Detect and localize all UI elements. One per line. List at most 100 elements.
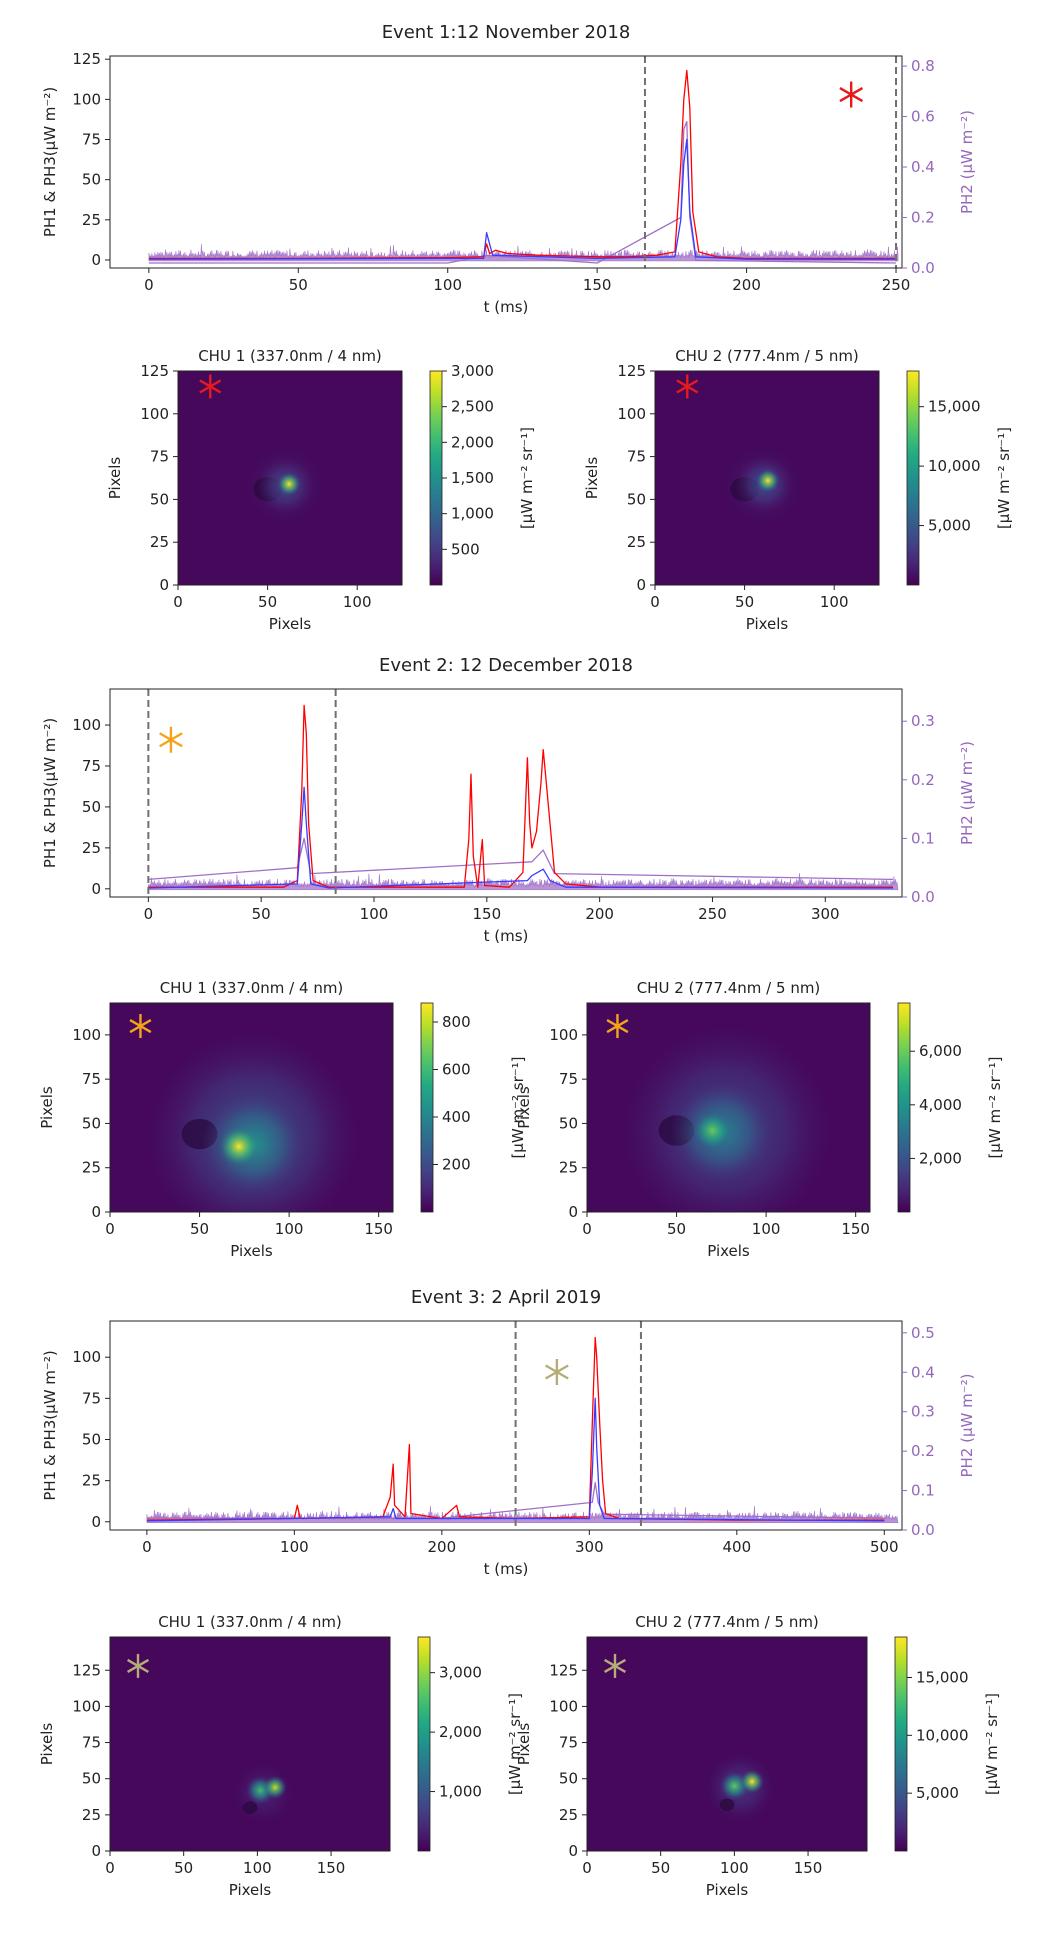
y-tick-label: 0 bbox=[91, 1203, 101, 1221]
y-tick-label: 125 bbox=[549, 1661, 578, 1679]
x-tick-label: 0 bbox=[650, 593, 660, 611]
plot-frame bbox=[177, 370, 403, 586]
colorbar-tick-label: 2,500 bbox=[451, 398, 494, 416]
y-axis-label: Pixels bbox=[38, 1723, 56, 1766]
plot-frame bbox=[109, 1002, 394, 1213]
colorbar-label: [μW m⁻² sr⁻¹] bbox=[518, 427, 536, 529]
x-tick-label: 50 bbox=[252, 905, 271, 923]
x-tick-label: 50 bbox=[289, 276, 308, 294]
y-tick-label: 50 bbox=[82, 1770, 101, 1788]
heatmap-4: CHU 1 (337.0nm / 4 nm) 0 50 100 150 Pixels 0 25… bbox=[38, 979, 527, 1260]
y-axis-label: Pixels bbox=[38, 1086, 56, 1129]
heatmap-image bbox=[178, 371, 402, 585]
y-tick-label: 50 bbox=[559, 1114, 578, 1132]
y-tick-label: 50 bbox=[82, 171, 101, 189]
colorbar bbox=[420, 1002, 434, 1213]
y2-tick-label: 0.4 bbox=[911, 158, 935, 176]
colorbar bbox=[906, 370, 920, 586]
colorbar-tick-label: 3,000 bbox=[451, 362, 494, 380]
colorbar-tick-label: 10,000 bbox=[916, 1726, 969, 1744]
colorbar-tick-label: 5,000 bbox=[916, 1784, 959, 1802]
x-tick-label: 50 bbox=[174, 1859, 193, 1877]
marker-stroke bbox=[199, 379, 222, 394]
marker-stroke bbox=[127, 1658, 149, 1673]
colorbar-label: [μW m⁻² sr⁻¹] bbox=[986, 1056, 1004, 1158]
x-tick-label: 50 bbox=[735, 593, 754, 611]
heatmap-title: CHU 1 (337.0nm / 4 nm) bbox=[158, 1613, 342, 1631]
x-axis-label: Pixels bbox=[707, 1242, 750, 1260]
y2-tick-label: 0.3 bbox=[911, 712, 935, 730]
y-tick-label: 25 bbox=[559, 1159, 578, 1177]
series-ph2-line bbox=[148, 837, 894, 881]
y-tick-label: 50 bbox=[559, 1770, 578, 1788]
plot-frame bbox=[109, 1636, 391, 1852]
x-tick-label: 0 bbox=[144, 905, 154, 923]
marker-stroke bbox=[839, 87, 864, 103]
y-tick-label: 0 bbox=[91, 1513, 101, 1531]
heatmap-image bbox=[655, 371, 879, 585]
series-ph3-line bbox=[146, 1397, 885, 1522]
colorbar-tick-label: 3,000 bbox=[439, 1664, 482, 1682]
event-marker-asterisk bbox=[199, 374, 222, 399]
event-marker-asterisk bbox=[545, 1359, 569, 1386]
y-tick-label: 100 bbox=[72, 90, 101, 108]
x-axis-label: Pixels bbox=[746, 615, 789, 633]
marker-stroke bbox=[606, 1018, 629, 1034]
y-tick-label: 75 bbox=[559, 1070, 578, 1088]
heatmap-title: CHU 2 (777.4nm / 5 nm) bbox=[637, 979, 821, 997]
heatmap-hotspot bbox=[692, 1110, 733, 1151]
y2-tick-label: 0.3 bbox=[911, 1403, 935, 1421]
colorbar-tick-label: 4,000 bbox=[919, 1096, 962, 1114]
y-tick-label: 50 bbox=[627, 490, 646, 508]
x-tick-label: 50 bbox=[651, 1859, 670, 1877]
heatmap-hotspot bbox=[277, 472, 301, 496]
plot-frame bbox=[109, 55, 903, 269]
plot-frame bbox=[586, 1002, 871, 1213]
heatmap-title: CHU 1 (337.0nm / 4 nm) bbox=[160, 979, 344, 997]
series-ph1-line bbox=[148, 704, 893, 888]
x-tick-label: 100 bbox=[720, 1859, 749, 1877]
x-tick-label: 100 bbox=[433, 276, 462, 294]
y-tick-label: 75 bbox=[559, 1734, 578, 1752]
colorbar-tick-label: 5,000 bbox=[928, 517, 971, 535]
x-tick-label: 0 bbox=[105, 1859, 115, 1877]
y-tick-label: 0 bbox=[91, 1842, 101, 1860]
y2-axis-label: PH2 (μW m⁻²) bbox=[958, 1373, 976, 1477]
y-tick-label: 75 bbox=[82, 131, 101, 149]
y-tick-label: 25 bbox=[82, 211, 101, 229]
y-tick-label: 125 bbox=[140, 362, 169, 380]
heatmap-5: CHU 2 (777.4nm / 5 nm) 0 50 100 150 Pixels 0 25… bbox=[515, 979, 1004, 1260]
y-axis-label: PH1 & PH3(μW m⁻²) bbox=[41, 1350, 59, 1500]
x-axis-label: Pixels bbox=[230, 1242, 273, 1260]
colorbar-tick-label: 800 bbox=[442, 1013, 471, 1031]
colorbar-tick-label: 500 bbox=[451, 540, 480, 558]
heatmap-image bbox=[110, 1637, 390, 1851]
x-tick-label: 400 bbox=[722, 1538, 751, 1556]
y-tick-label: 0 bbox=[91, 251, 101, 269]
colorbar-tick-label: 200 bbox=[442, 1156, 471, 1174]
y-tick-label: 100 bbox=[617, 405, 646, 423]
y-tick-label: 25 bbox=[82, 1159, 101, 1177]
chart-title: Event 3: 2 April 2019 bbox=[411, 1287, 601, 1308]
colorbar bbox=[429, 370, 443, 586]
y-tick-label: 100 bbox=[549, 1026, 578, 1044]
x-tick-label: 200 bbox=[585, 905, 614, 923]
y-axis-label: Pixels bbox=[583, 457, 601, 500]
colorbar-tick-label: 15,000 bbox=[928, 398, 981, 416]
y2-tick-label: 0.0 bbox=[911, 1521, 935, 1539]
y-tick-label: 75 bbox=[82, 757, 101, 775]
y2-tick-label: 0.8 bbox=[911, 57, 935, 75]
marker-stroke bbox=[129, 1018, 152, 1034]
heatmap-shadow bbox=[719, 1798, 735, 1811]
heatmap-shadow bbox=[242, 1801, 258, 1814]
y-tick-label: 100 bbox=[72, 1697, 101, 1715]
colorbar-tick-label: 1,500 bbox=[451, 469, 494, 487]
x-tick-label: 100 bbox=[275, 1220, 304, 1238]
y-axis-label: PH1 & PH3(μW m⁻²) bbox=[41, 718, 59, 868]
y-tick-label: 50 bbox=[82, 1114, 101, 1132]
colorbar-label: [μW m⁻² sr⁻¹] bbox=[995, 427, 1013, 529]
y-tick-label: 0 bbox=[568, 1842, 578, 1860]
y2-axis-label: PH2 (μW m⁻²) bbox=[958, 110, 976, 214]
x-tick-label: 100 bbox=[820, 593, 849, 611]
